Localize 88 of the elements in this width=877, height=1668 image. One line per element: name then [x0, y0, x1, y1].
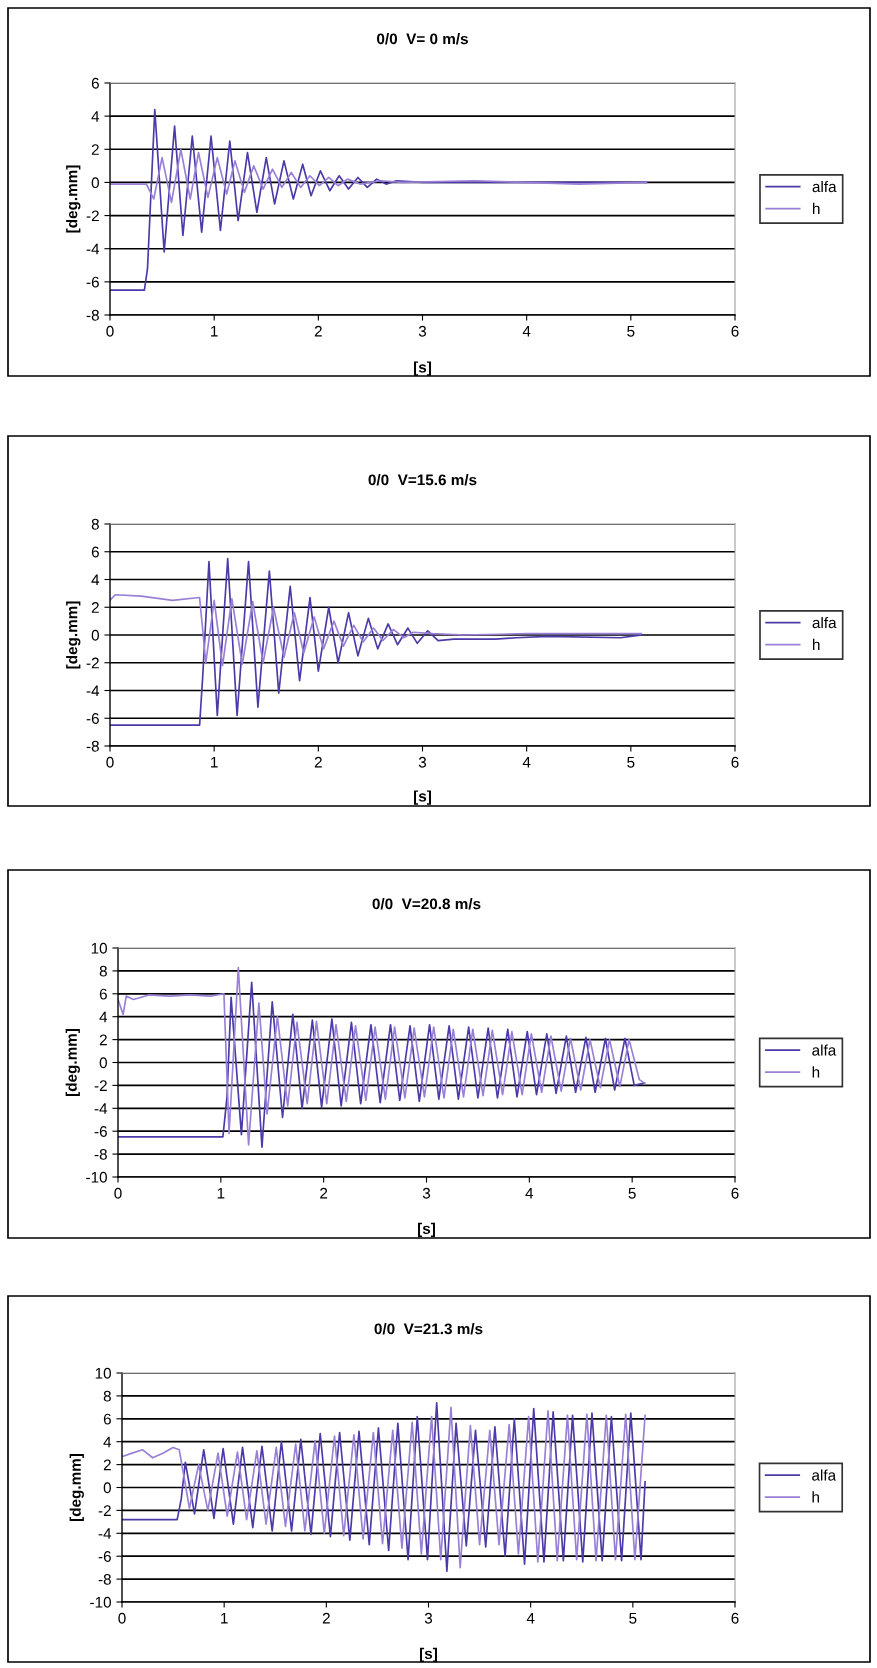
y-tick-label: -4 [94, 1103, 108, 1114]
x-tick-label: 4 [522, 325, 531, 337]
x-axis-title: [s] [420, 1647, 437, 1663]
legend-label: alfa [812, 1044, 837, 1056]
y-tick-label: -4 [86, 685, 100, 697]
y-tick-label: 6 [91, 77, 99, 89]
y-tick-label: 6 [103, 1413, 111, 1425]
x-tick-label: 3 [422, 1187, 431, 1199]
legend-label: alfa [812, 180, 837, 193]
legend-label: h [812, 1491, 819, 1503]
x-tick-label: 6 [731, 1187, 739, 1199]
legend-label: h [813, 638, 820, 650]
legend-label: h [813, 202, 820, 214]
chart-title: 0/0 V=21.3 m/s [374, 1323, 483, 1335]
y-tick-label: -10 [90, 1596, 111, 1608]
y-tick-label: 4 [91, 574, 100, 586]
y-tick-label: 8 [91, 518, 99, 530]
y-tick-label: 6 [99, 988, 107, 1000]
y-tick-label: -2 [86, 657, 99, 669]
y-tick-label: 2 [103, 1459, 111, 1471]
x-axis-title: [s] [414, 790, 431, 805]
x-tick-label: 2 [320, 1187, 328, 1199]
y-tick-label: -6 [94, 1126, 107, 1137]
x-tick-label: 5 [628, 1187, 636, 1199]
y-tick-label: 4 [103, 1436, 112, 1448]
x-tick-label: 3 [418, 325, 427, 337]
y-axis-title: [deg.mm] [66, 165, 81, 233]
x-tick-label: 6 [731, 756, 739, 768]
x-tick-label: 2 [322, 1612, 330, 1624]
y-tick-label: -6 [86, 713, 99, 724]
x-tick-label: 5 [627, 325, 635, 337]
x-tick-label: 3 [418, 756, 427, 768]
legend-label: alfa [812, 616, 837, 629]
x-tick-label: 6 [731, 1612, 739, 1624]
line-series [110, 557, 643, 727]
y-tick-label: 2 [91, 602, 99, 613]
y-axis-title: [deg.mm] [69, 1453, 84, 1522]
x-tick-label: 3 [424, 1612, 433, 1624]
y-tick-label: 6 [91, 546, 99, 558]
y-tick-label: -2 [94, 1080, 107, 1091]
y-tick-label: -4 [98, 1528, 112, 1539]
x-tick-label: 6 [731, 325, 739, 337]
x-axis-title: [s] [414, 361, 431, 376]
y-tick-label: 0 [103, 1482, 111, 1494]
y-axis-title: [deg.mm] [66, 601, 81, 669]
y-tick-label: 10 [91, 942, 107, 954]
line-series [110, 148, 648, 204]
y-tick-label: -8 [86, 309, 99, 321]
x-tick-label: 2 [314, 325, 322, 337]
legend-label: h [812, 1066, 820, 1078]
x-tick-label: 0 [114, 1187, 122, 1199]
x-tick-label: 4 [522, 756, 531, 768]
y-tick-label: 10 [95, 1367, 111, 1379]
x-tick-label: 1 [221, 1612, 228, 1624]
x-tick-label: 5 [629, 1612, 637, 1624]
y-tick-label: -2 [86, 210, 99, 222]
x-axis-title: [s] [418, 1222, 435, 1238]
x-tick-label: 1 [211, 325, 218, 337]
chart-title: 0/0 V=15.6 m/s [368, 474, 477, 486]
y-tick-label: 0 [91, 629, 99, 641]
y-tick-label: -6 [86, 276, 99, 288]
y-tick-label: -8 [94, 1148, 107, 1160]
chart-title: 0/0 V=20.8 m/s [372, 898, 481, 910]
legend-label: alfa [812, 1469, 837, 1481]
y-tick-label: 8 [103, 1390, 111, 1402]
y-axis-title: [deg.mm] [65, 1028, 80, 1097]
y-tick-label: -8 [86, 740, 99, 752]
y-tick-label: 8 [99, 965, 107, 977]
y-tick-label: -8 [98, 1573, 111, 1585]
y-tick-label: -6 [98, 1551, 111, 1562]
y-tick-label: -4 [86, 243, 100, 255]
y-tick-label: 2 [99, 1034, 107, 1046]
x-tick-label: 1 [217, 1187, 225, 1199]
x-tick-label: 4 [525, 1187, 534, 1199]
x-tick-label: 0 [118, 1612, 126, 1624]
y-tick-label: 4 [91, 111, 100, 122]
y-tick-label: 2 [91, 144, 99, 155]
y-tick-label: 0 [99, 1057, 107, 1069]
x-tick-label: 5 [627, 756, 635, 768]
y-tick-label: -2 [98, 1505, 111, 1516]
x-tick-label: 2 [314, 756, 322, 768]
x-tick-label: 1 [211, 756, 218, 768]
y-tick-label: 4 [99, 1011, 108, 1023]
x-tick-label: 4 [526, 1612, 535, 1624]
line-series [110, 593, 643, 667]
chart-title: 0/0 V= 0 m/s [377, 33, 468, 45]
y-tick-label: -10 [86, 1171, 107, 1183]
y-tick-label: 0 [91, 177, 99, 189]
